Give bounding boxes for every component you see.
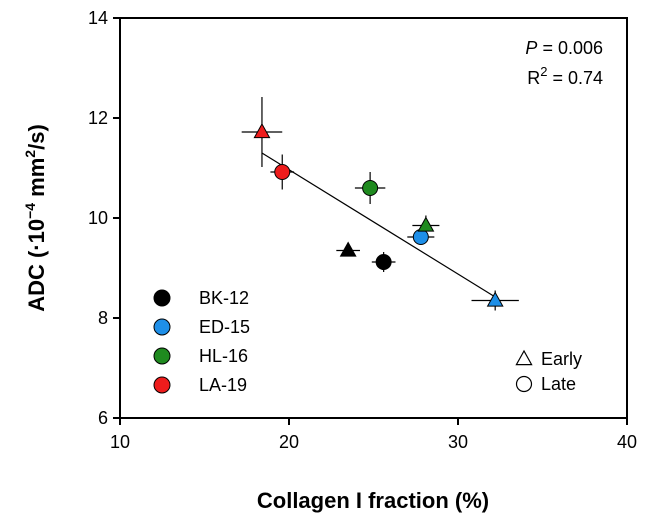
r-squared-text: R2 = 0.74 bbox=[527, 64, 603, 88]
plot-layer: 10 20 30 40 6 8 10 12 14 BK-12 ED-15 HL-16 LA-19 Earl… bbox=[88, 8, 637, 452]
y-axis-label: ADC (·10−4 mm2/s) bbox=[22, 124, 49, 312]
y-axis-label-exp2: 2 bbox=[22, 150, 38, 158]
phase-legend: Early Late bbox=[515, 349, 582, 394]
data-point-late bbox=[274, 164, 291, 180]
x-tick-label: 40 bbox=[617, 432, 637, 452]
x-tick-label: 10 bbox=[110, 432, 130, 452]
p-value: = 0.006 bbox=[537, 38, 603, 58]
series-legend: BK-12 ED-15 HL-16 LA-19 bbox=[153, 288, 250, 395]
data-point-late bbox=[412, 229, 429, 245]
legend-marker-circle bbox=[515, 375, 533, 393]
legend-label: Late bbox=[541, 374, 576, 394]
stats-annotation: P = 0.006 R2 = 0.74 bbox=[525, 38, 603, 88]
legend-label: BK-12 bbox=[199, 288, 249, 308]
y-tick-label: 12 bbox=[88, 108, 108, 128]
y-axis-label-exp1: −4 bbox=[22, 203, 38, 219]
data-point-early bbox=[486, 291, 504, 307]
legend-label: HL-16 bbox=[199, 346, 248, 366]
y-axis-label-end: /s) bbox=[24, 124, 49, 150]
legend-label: Early bbox=[541, 349, 582, 369]
y-tick-label: 10 bbox=[88, 208, 108, 228]
x-tick-label: 20 bbox=[279, 432, 299, 452]
y-axis-label-mid: mm bbox=[24, 158, 49, 203]
y-axis-label-main: ADC (·10 bbox=[24, 219, 49, 312]
r-symbol: R bbox=[527, 68, 540, 88]
data-point-early bbox=[253, 122, 271, 139]
y-tick-label: 8 bbox=[98, 308, 108, 328]
y-tick-label: 14 bbox=[88, 8, 108, 28]
legend-label: LA-19 bbox=[199, 375, 247, 395]
data-point-late bbox=[362, 180, 379, 196]
legend-marker bbox=[153, 376, 171, 394]
legend-marker bbox=[153, 347, 171, 365]
r-value: = 0.74 bbox=[547, 68, 603, 88]
data-point-early bbox=[417, 216, 435, 232]
legend-marker bbox=[153, 318, 171, 336]
data-point-late bbox=[375, 254, 392, 270]
r-exp: 2 bbox=[540, 64, 547, 79]
p-value-text: P = 0.006 bbox=[525, 38, 603, 58]
legend-marker bbox=[153, 289, 171, 307]
x-tick-label: 30 bbox=[448, 432, 468, 452]
p-symbol: P bbox=[525, 38, 537, 58]
x-axis-label: Collagen I fraction (%) bbox=[257, 488, 489, 513]
y-axis-title: ADC (·10−4 mm2/s) bbox=[22, 124, 49, 312]
x-axis-title: Collagen I fraction (%) bbox=[257, 488, 489, 513]
data-point-early bbox=[339, 241, 357, 257]
legend-marker-triangle bbox=[515, 349, 533, 366]
legend-label: ED-15 bbox=[199, 317, 250, 337]
y-tick-label: 6 bbox=[98, 408, 108, 428]
regression-line bbox=[261, 152, 496, 298]
